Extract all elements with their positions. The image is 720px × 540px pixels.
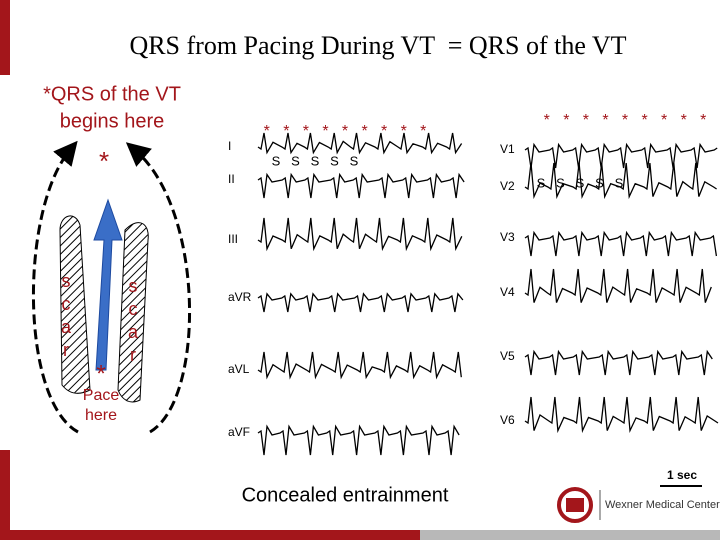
- s-marks: S S S S S: [537, 175, 624, 190]
- ecg-trace: [524, 268, 712, 303]
- ecg-trace: [524, 230, 718, 257]
- beat-stars: * * * * * * * * *: [544, 112, 707, 129]
- lead-label: I: [228, 139, 231, 153]
- scar-left-region: [59, 215, 91, 394]
- scale-label: 1 sec: [667, 468, 697, 482]
- scar-right-region: [117, 222, 149, 403]
- ecg-trace: [257, 172, 465, 199]
- blue-arrow: [93, 198, 123, 371]
- lead-label: aVF: [228, 425, 250, 439]
- ecg-trace: [257, 351, 462, 380]
- lead-label: V2: [500, 179, 515, 193]
- scar-letter: s: [129, 276, 138, 296]
- diagram-caption: begins here: [60, 110, 165, 132]
- footer-bar: [420, 530, 720, 540]
- scar-letter: r: [130, 345, 136, 365]
- ecg-trace: [524, 162, 717, 200]
- lead-label: II: [228, 172, 235, 186]
- lead-label: V4: [500, 285, 515, 299]
- diagram-caption: *QRS of the VT: [43, 83, 181, 105]
- lead-label: V5: [500, 349, 515, 363]
- scar-letter: a: [61, 317, 72, 337]
- circuit-diagram: [31, 140, 192, 434]
- pace-label: here: [85, 407, 117, 424]
- scar-letter: r: [63, 340, 69, 360]
- lead-label: V3: [500, 230, 515, 244]
- logo: [557, 487, 601, 523]
- accent-bar: [0, 450, 10, 530]
- scar-letter: s: [62, 271, 71, 291]
- ecg-trace: [524, 142, 718, 169]
- footer-bar: [0, 530, 420, 540]
- beat-stars: * * * * * * * * *: [264, 123, 427, 140]
- ecg-traces: [257, 132, 719, 456]
- caption: Concealed entrainment: [242, 484, 449, 506]
- ecg-trace: [257, 424, 460, 456]
- scar-letter: c: [62, 294, 71, 314]
- lead-label: V6: [500, 413, 515, 427]
- scar-letter: a: [128, 322, 139, 342]
- ecg-trace: [524, 349, 713, 376]
- slide-title: QRS from Pacing During VT = QRS of the V…: [129, 31, 626, 60]
- ecg-trace: [524, 396, 719, 434]
- logo-text: Wexner Medical Center: [605, 499, 720, 511]
- ecg-trace: [257, 292, 464, 313]
- exit-star: *: [99, 146, 109, 176]
- accent-bar: [0, 0, 10, 75]
- s-marks: S S S S S: [272, 153, 359, 168]
- pace-label: Pace: [83, 387, 120, 404]
- lead-label: V1: [500, 142, 515, 156]
- scar-letter: c: [129, 299, 138, 319]
- lead-label: aVR: [228, 290, 252, 304]
- lead-label: aVL: [228, 362, 250, 376]
- ecg-trace: [257, 217, 463, 252]
- pace-star: *: [96, 360, 105, 387]
- lead-label: III: [228, 232, 238, 246]
- ecg-trace: [257, 132, 463, 155]
